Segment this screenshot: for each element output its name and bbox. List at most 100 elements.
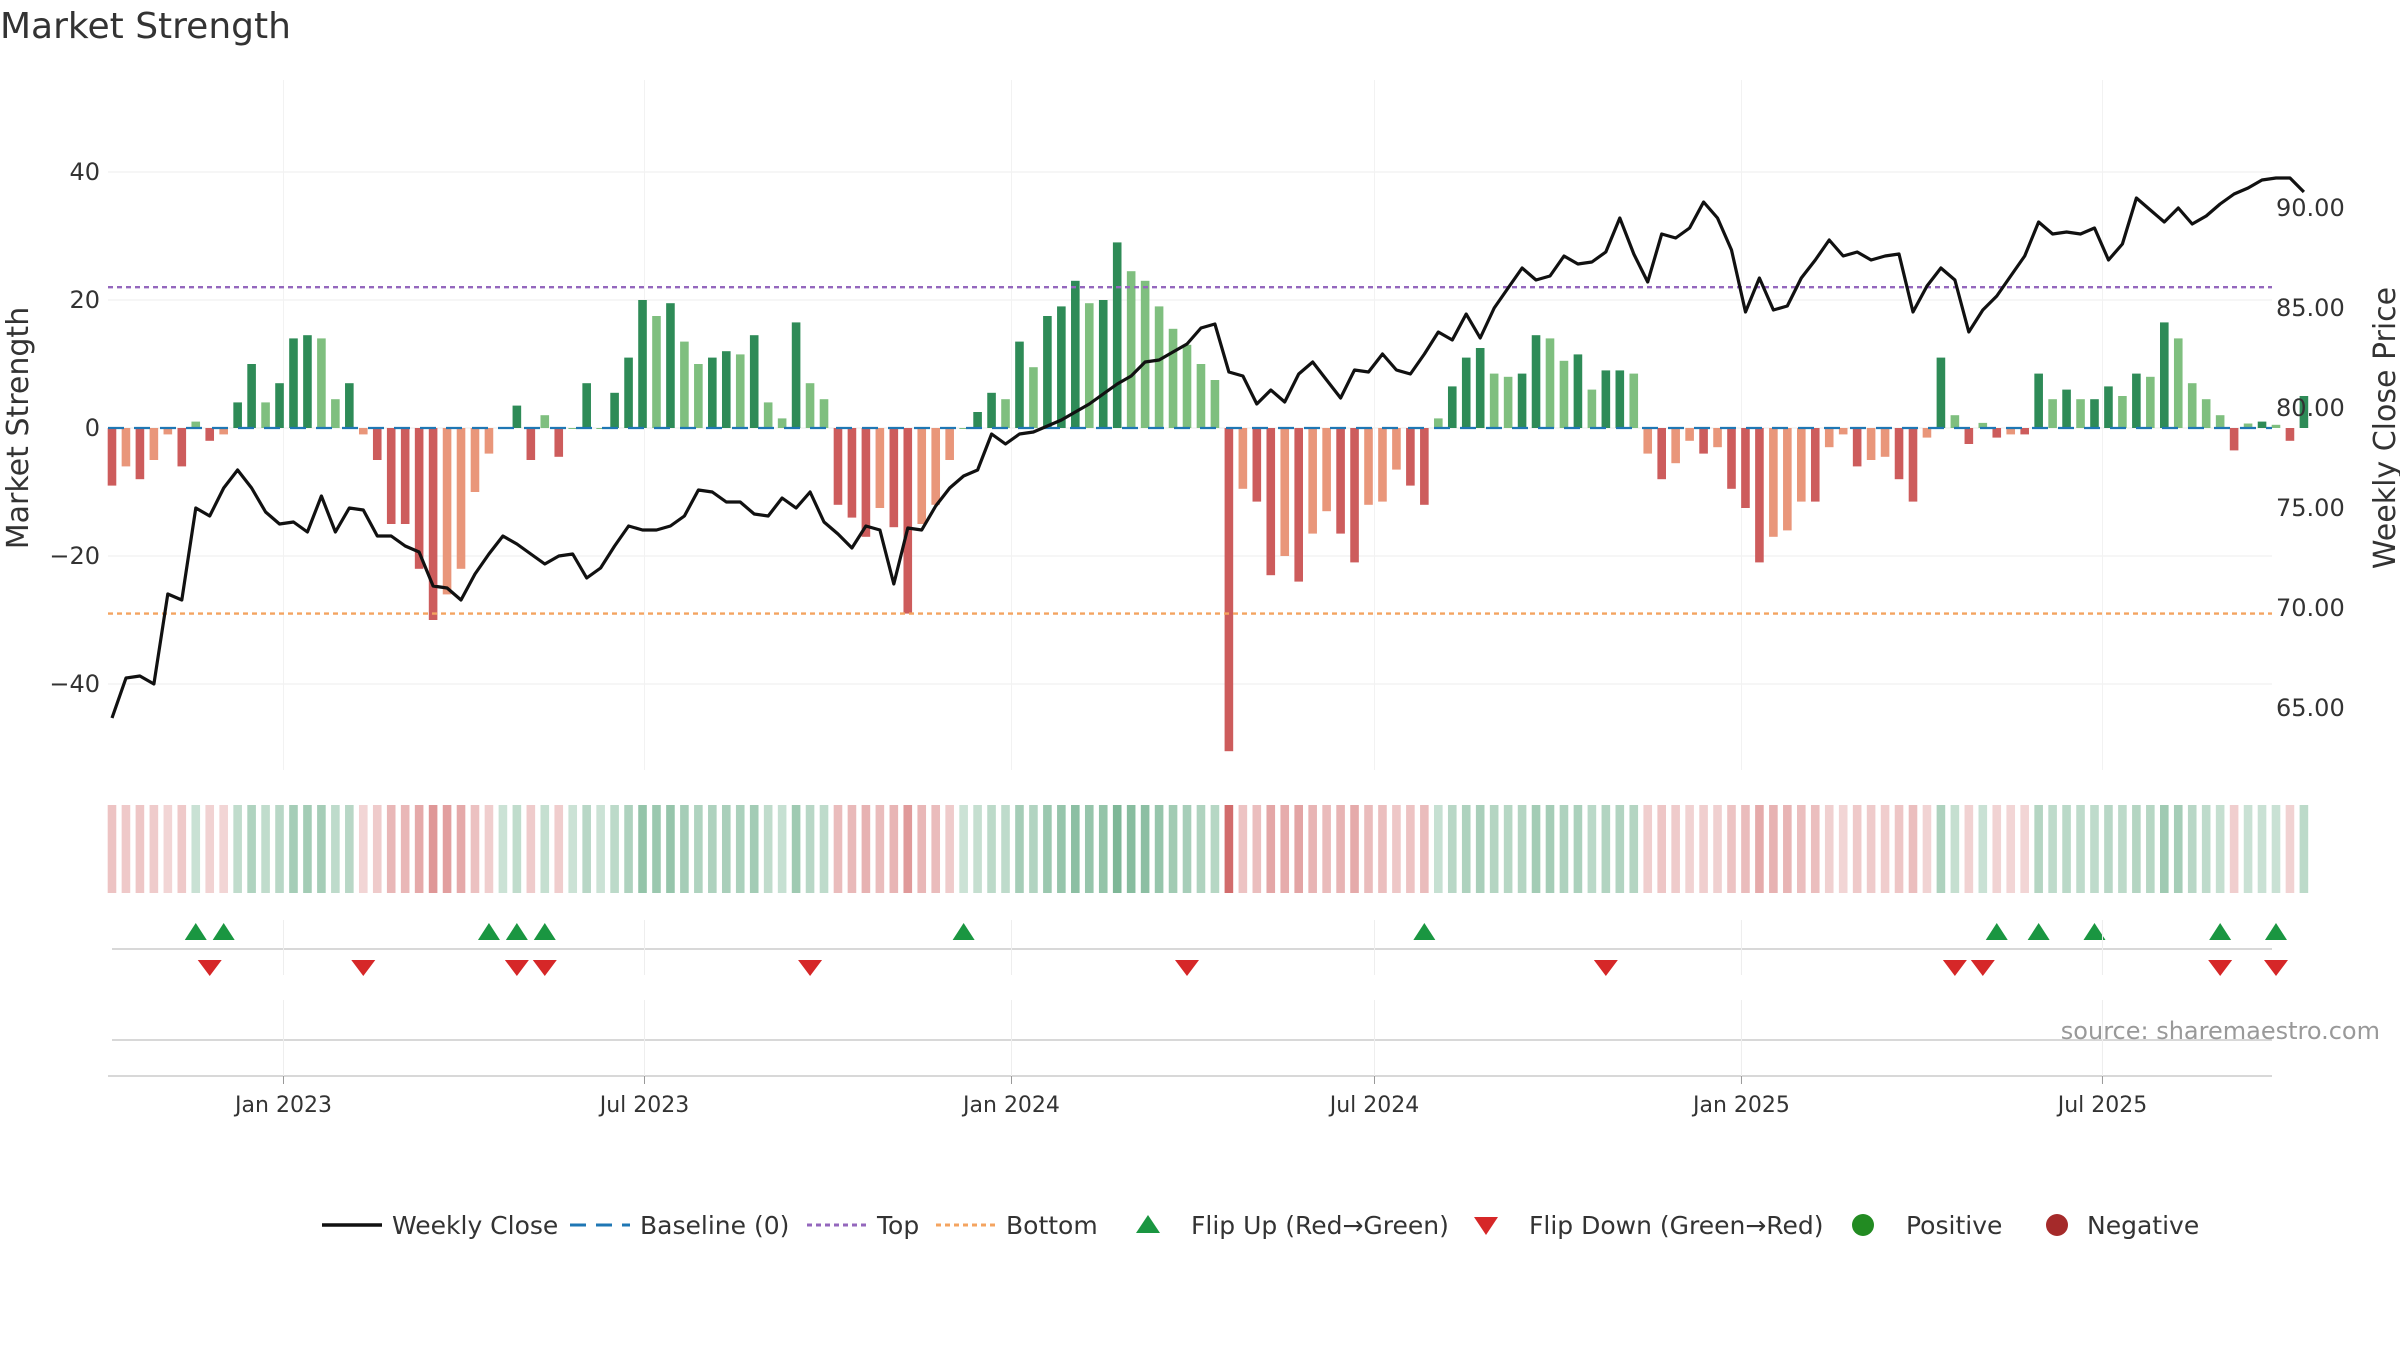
strength-bars — [107, 242, 2309, 752]
weekly-close-line — [110, 176, 2306, 719]
strength-bar — [2020, 428, 2029, 435]
strength-bar — [875, 428, 885, 508]
strength-bar — [1629, 373, 1639, 428]
strength-bar — [1587, 389, 1597, 428]
flip-up-marker — [533, 923, 556, 940]
legend-label: Flip Down (Green→Red) — [1529, 1211, 1824, 1240]
heat-cell — [1713, 805, 1722, 893]
heat-cell — [624, 805, 633, 893]
heat-cell — [1531, 805, 1541, 893]
heat-cell — [1615, 805, 1625, 893]
strength-bar — [1755, 428, 1764, 563]
heat-cell — [135, 805, 145, 893]
heat-cell — [1573, 805, 1583, 893]
heat-cell — [1503, 805, 1513, 893]
y2-axis-ticks: 90.00 85.00 80.00 75.00 70.00 65.00 — [2276, 194, 2345, 722]
strength-bar — [2285, 428, 2295, 441]
strength-bar — [2299, 396, 2309, 428]
strength-bar — [233, 402, 242, 428]
heat-cell — [568, 805, 578, 893]
strength-bar — [777, 418, 787, 428]
heat-cell — [470, 805, 480, 893]
heat-cell — [289, 805, 298, 893]
legend-positive-swatch — [1852, 1214, 1874, 1236]
heat-cell — [345, 805, 354, 893]
strength-bar — [735, 354, 745, 428]
strength-bar — [568, 428, 578, 429]
x-tick-label: Jan 2024 — [961, 1093, 1060, 1118]
legend-label: Bottom — [1006, 1211, 1098, 1240]
chart-title: Market Strength — [0, 6, 291, 47]
strength-bar — [2173, 338, 2183, 428]
heat-cell — [372, 805, 382, 893]
strength-bar — [1741, 428, 1750, 508]
heat-cell — [1978, 805, 1988, 893]
strength-bar — [1098, 300, 1108, 428]
heat-cell — [680, 805, 689, 893]
heat-cell — [1364, 805, 1373, 893]
weekly-close-line-group — [110, 176, 2306, 719]
strength-bar — [205, 428, 215, 441]
heat-cell — [959, 805, 968, 893]
x-tick-label: Jan 2025 — [1691, 1093, 1790, 1118]
strength-bar — [1001, 399, 1010, 428]
strength-bar — [987, 392, 996, 428]
strength-bar — [1838, 428, 1848, 435]
strength-bar — [470, 428, 480, 492]
heat-cell — [1489, 805, 1499, 893]
strength-bar — [1238, 428, 1248, 489]
strength-bar — [1992, 428, 2002, 438]
heat-cell — [2132, 805, 2141, 893]
heat-cell — [1336, 805, 1345, 893]
flip-up-marker — [952, 923, 975, 940]
heat-cell — [2034, 805, 2043, 893]
legend-label: Negative — [2087, 1211, 2199, 1240]
strength-bar — [135, 428, 145, 480]
heat-cell — [2173, 805, 2183, 893]
strength-bar — [2076, 399, 2085, 428]
y2-tick-label: 80.00 — [2276, 394, 2345, 422]
heat-cell — [540, 805, 550, 893]
heat-cell — [875, 805, 885, 893]
heat-cell — [1112, 805, 1122, 893]
strength-bar — [1392, 428, 1401, 470]
heat-cell — [1755, 805, 1764, 893]
strength-bar — [833, 428, 843, 505]
heat-cell — [1434, 805, 1443, 893]
flip-up-marker — [1985, 923, 2008, 940]
heat-cell — [1252, 805, 1262, 893]
heat-cell — [708, 805, 717, 893]
strength-bar — [2215, 415, 2225, 428]
strength-bar — [1531, 335, 1541, 428]
heat-cell — [1168, 805, 1178, 893]
heat-cell — [777, 805, 787, 893]
strength-bar — [1671, 428, 1680, 464]
strength-bar — [1461, 357, 1471, 428]
heat-cell — [121, 805, 131, 893]
heat-cell — [1964, 805, 1974, 893]
heat-cell — [191, 805, 201, 893]
strength-bar — [1015, 341, 1024, 428]
strength-bar — [2034, 373, 2043, 428]
strength-bar — [1154, 306, 1164, 428]
legend-label: Positive — [1906, 1211, 2002, 1240]
heat-cell — [1741, 805, 1750, 893]
strength-bar — [819, 399, 829, 428]
strength-bar — [2062, 389, 2071, 428]
heat-cell — [1001, 805, 1010, 893]
heat-cell — [2104, 805, 2113, 893]
strength-bar — [805, 383, 815, 428]
flip-down-marker — [1942, 960, 1967, 976]
strength-bar — [1797, 428, 1806, 502]
y-tick-label: 40 — [69, 158, 100, 186]
heat-cell — [205, 805, 215, 893]
strength-bar — [303, 335, 312, 428]
heat-cell — [791, 805, 801, 893]
heat-cell — [735, 805, 745, 893]
heat-cell — [1671, 805, 1680, 893]
heat-cell — [1950, 805, 1960, 893]
heat-cell — [1140, 805, 1150, 893]
heat-cell — [2006, 805, 2016, 893]
heat-cell — [582, 805, 591, 893]
y2-tick-label: 70.00 — [2276, 594, 2345, 622]
